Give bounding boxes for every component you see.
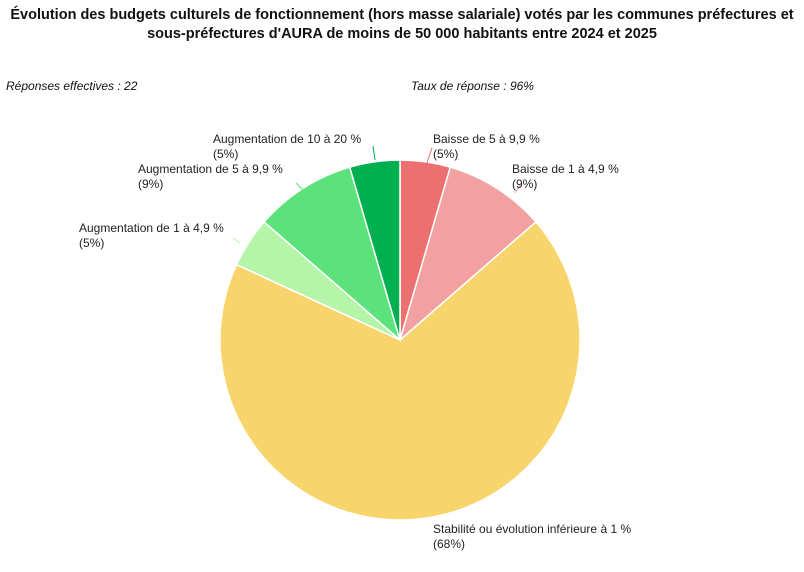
- chart-title: Évolution des budgets culturels de fonct…: [0, 6, 804, 44]
- slice-percent-label: (68%): [433, 537, 465, 551]
- slice-label: Augmentation de 5 à 9,9 %: [138, 162, 283, 176]
- slice-percent-label: (5%): [433, 147, 458, 161]
- slice-percent-label: (9%): [138, 177, 163, 191]
- slice-leader-line: [295, 182, 306, 193]
- pie-slice: [263, 166, 402, 343]
- chart-title-line-1: Évolution des budgets culturels de fonct…: [10, 7, 794, 23]
- slice-leader-line: [514, 184, 521, 194]
- chart-title-line-2: sous-préfectures d'AURA de moins de 50 0…: [147, 26, 657, 42]
- slice-label: Baisse de 1 à 4,9 %: [512, 162, 619, 176]
- slice-label: Augmentation de 1 à 4,9 %: [79, 221, 224, 235]
- slice-label: Stabilité ou évolution inférieure à 1 %: [433, 522, 631, 536]
- responses-count: Réponses effectives : 22: [6, 79, 138, 93]
- slice-leader-line: [372, 145, 376, 161]
- slice-label: Augmentation de 10 à 20 %: [213, 132, 361, 146]
- slice-percent-label: (9%): [512, 177, 537, 191]
- slice-percent-label: (5%): [79, 236, 104, 250]
- slice-percent-label: (5%): [213, 147, 238, 161]
- slice-leader-line: [426, 147, 433, 164]
- pie-slice: [219, 220, 581, 521]
- slice-label: Baisse de 5 à 9,9 %: [433, 132, 540, 146]
- pie-slice: [348, 159, 401, 341]
- pie-slice: [398, 166, 537, 343]
- slice-leader-line: [232, 237, 241, 244]
- response-rate: Taux de réponse : 96%: [411, 79, 534, 93]
